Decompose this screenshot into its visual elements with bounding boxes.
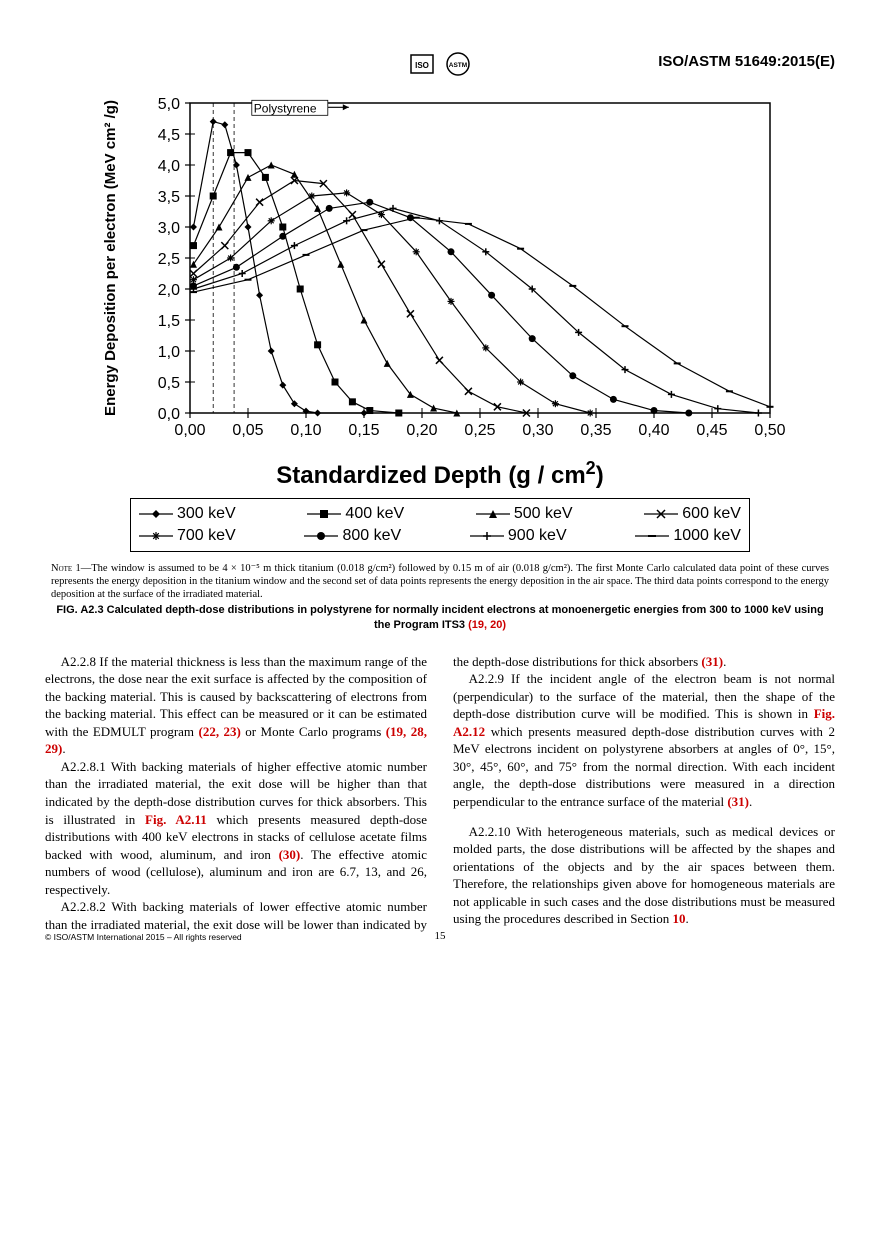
svg-text:3,5: 3,5: [158, 189, 180, 206]
page-header: ISO ASTM ISO/ASTM 51649:2015(E): [45, 50, 835, 78]
footer-page-number: 15: [435, 929, 446, 944]
svg-text:0,05: 0,05: [232, 422, 263, 439]
para-a2210: A2.2.10 With heterogeneous materials, su…: [453, 823, 835, 928]
svg-text:1,5: 1,5: [158, 313, 180, 330]
svg-text:0,50: 0,50: [754, 422, 785, 439]
legend-item: 600 keV: [644, 503, 741, 525]
svg-text:0,25: 0,25: [464, 422, 495, 439]
svg-text:0,5: 0,5: [158, 375, 180, 392]
document-id: ISO/ASTM 51649:2015(E): [658, 52, 835, 72]
svg-text:0,30: 0,30: [522, 422, 553, 439]
chart-legend: 300 keV 400 keV 500 keV 600 keV 700 keV 800 …: [130, 498, 750, 551]
footer-copyright: © ISO/ASTM International 2015 – All righ…: [45, 932, 242, 943]
svg-text:4,0: 4,0: [158, 158, 180, 175]
svg-text:5,0: 5,0: [158, 96, 180, 113]
figure-note: Note 1—The window is assumed to be 4 × 1…: [51, 562, 829, 601]
legend-item: 400 keV: [307, 503, 404, 525]
svg-text:Energy Deposition per electron: Energy Deposition per electron (MeV cm² …: [102, 100, 119, 416]
svg-text:0,40: 0,40: [638, 422, 669, 439]
svg-text:2,5: 2,5: [158, 251, 180, 268]
iso-logo-icon: ISO: [408, 50, 436, 78]
svg-text:0,00: 0,00: [174, 422, 205, 439]
body-text: A2.2.8 If the material thickness is less…: [45, 653, 835, 934]
org-logos: ISO ASTM: [408, 50, 472, 78]
svg-text:3,0: 3,0: [158, 220, 180, 237]
svg-text:0,20: 0,20: [406, 422, 437, 439]
para-a228: A2.2.8 If the material thickness is less…: [45, 653, 427, 758]
svg-text:0,45: 0,45: [696, 422, 727, 439]
svg-text:4,5: 4,5: [158, 127, 180, 144]
figure-caption: FIG. A2.3 Calculated depth-dose distribu…: [51, 603, 829, 633]
svg-text:Polystyrene: Polystyrene: [254, 101, 317, 115]
svg-text:2,0: 2,0: [158, 282, 180, 299]
legend-item: 1000 keV: [635, 525, 741, 547]
svg-text:0,0: 0,0: [158, 406, 180, 423]
svg-text:ASTM: ASTM: [449, 62, 467, 69]
legend-item: 700 keV: [139, 525, 236, 547]
svg-text:0,15: 0,15: [348, 422, 379, 439]
chart-x-axis-title: Standardized Depth (g / cm2): [45, 456, 835, 492]
astm-logo-icon: ASTM: [444, 50, 472, 78]
para-a229: A2.2.9 If the incident angle of the elec…: [453, 670, 835, 810]
svg-text:1,0: 1,0: [158, 344, 180, 361]
svg-text:0,35: 0,35: [580, 422, 611, 439]
legend-item: 300 keV: [139, 503, 236, 525]
legend-item: 500 keV: [476, 503, 573, 525]
legend-item: 900 keV: [470, 525, 567, 547]
svg-text:0,10: 0,10: [290, 422, 321, 439]
svg-text:ISO: ISO: [415, 61, 429, 70]
depth-dose-chart: 0,0 0,5 1,0 1,5 2,0 2,5 3,0 3,5 4,0 4,5 5,0 0,00 0,0…: [45, 88, 835, 448]
para-a2281: A2.2.8.1 With backing materials of highe…: [45, 758, 427, 898]
legend-item: 800 keV: [304, 525, 401, 547]
